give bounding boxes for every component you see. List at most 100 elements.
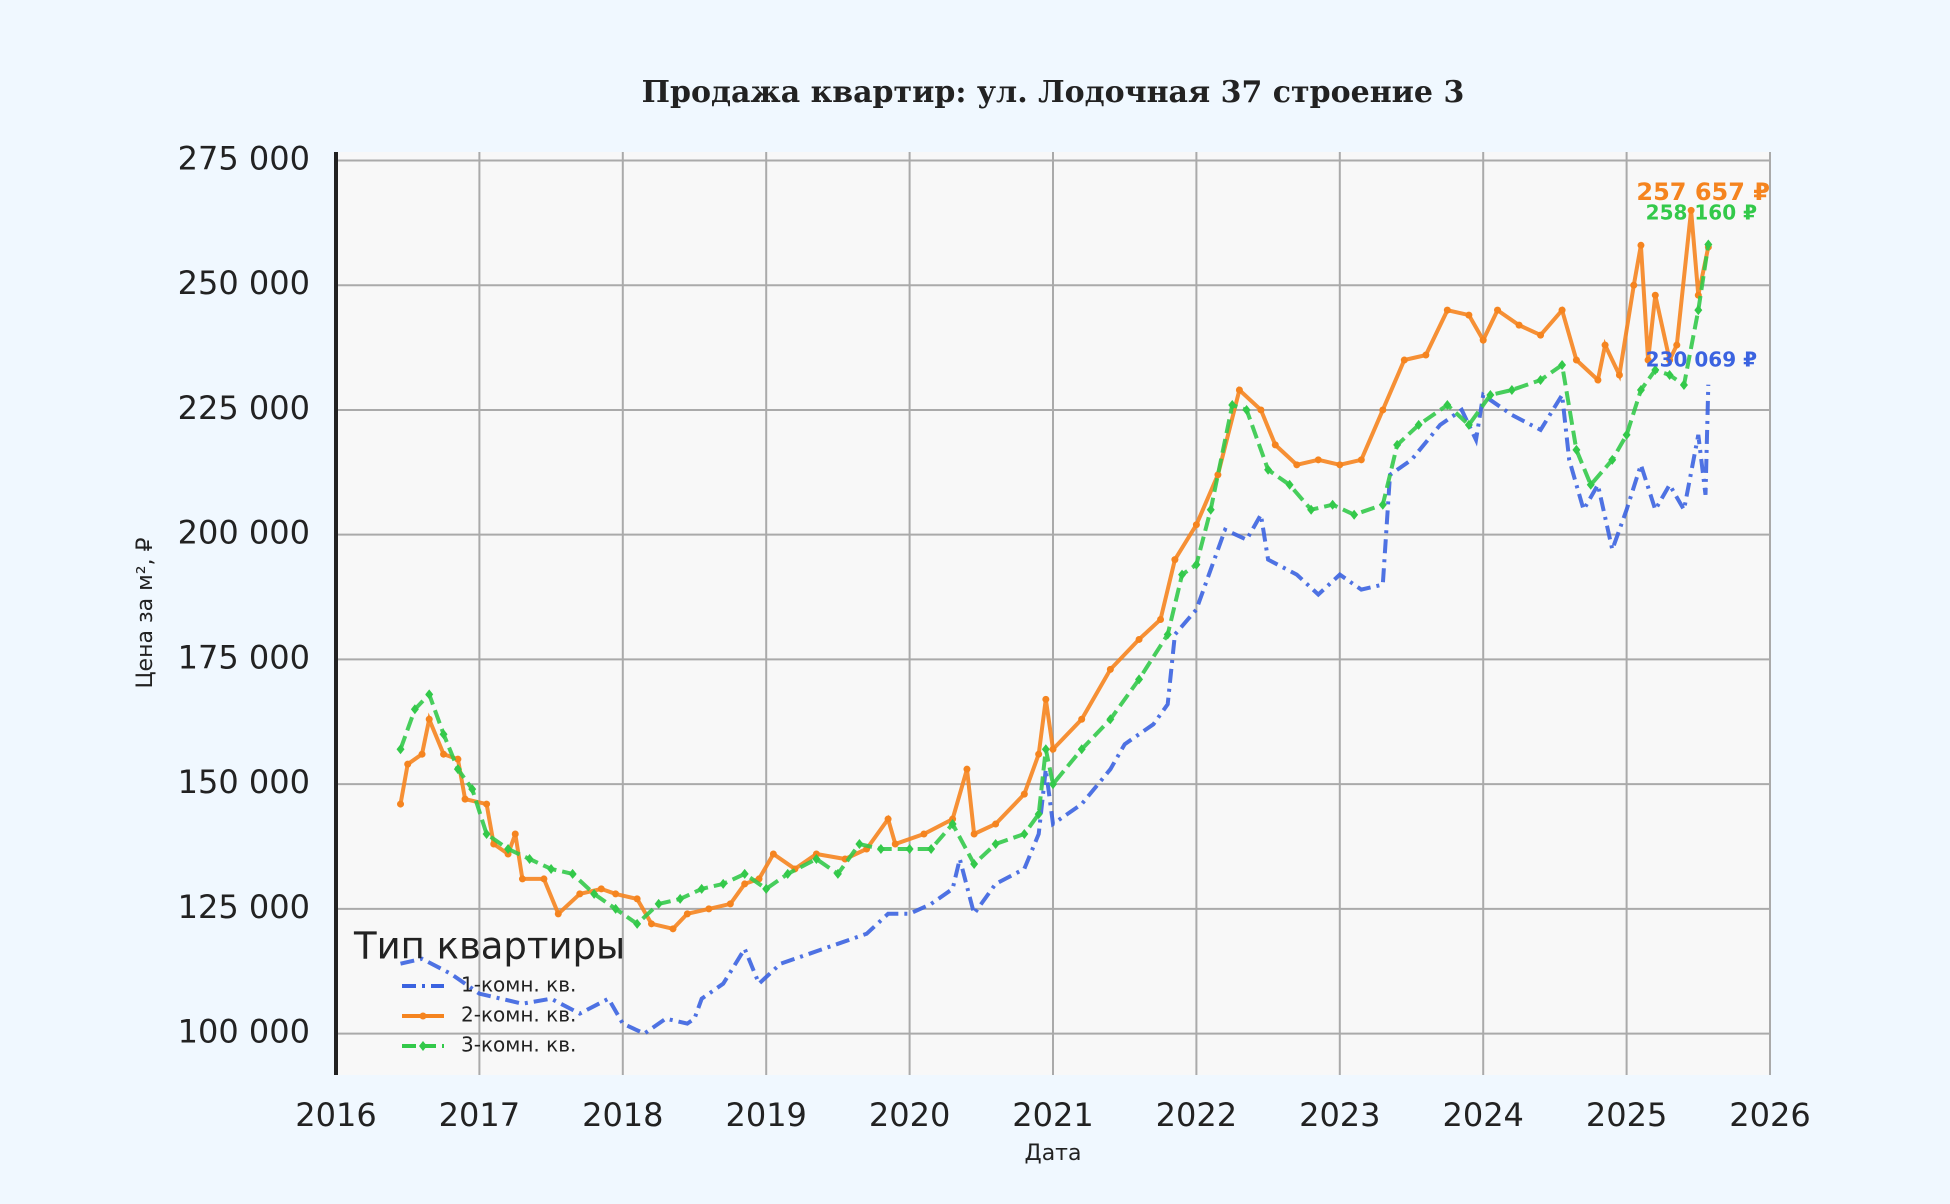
point bbox=[927, 843, 936, 854]
x-tick-label: 2025 bbox=[1586, 1096, 1667, 1134]
x-tick-label: 2020 bbox=[869, 1096, 950, 1134]
y-axis-label: Цена за м², ₽ bbox=[133, 537, 158, 688]
y-tick-label: 200 000 bbox=[178, 514, 310, 552]
point bbox=[568, 868, 577, 879]
point bbox=[1314, 456, 1322, 464]
point bbox=[425, 715, 433, 723]
point bbox=[1307, 504, 1316, 515]
point bbox=[1479, 336, 1487, 344]
legend-label: 3-комн. кв. bbox=[461, 1033, 576, 1057]
point bbox=[633, 918, 642, 929]
legend-title: Тип квартиры bbox=[353, 925, 625, 968]
x-tick-label: 2026 bbox=[1729, 1096, 1810, 1134]
point bbox=[1465, 311, 1473, 319]
point bbox=[1271, 441, 1279, 449]
point bbox=[525, 853, 534, 864]
point bbox=[1192, 559, 1201, 570]
point bbox=[948, 819, 957, 830]
point bbox=[1192, 521, 1200, 529]
point bbox=[611, 903, 620, 914]
point bbox=[1630, 281, 1638, 289]
point bbox=[483, 800, 491, 808]
point bbox=[504, 843, 513, 854]
point bbox=[1106, 714, 1115, 725]
point bbox=[397, 800, 405, 808]
x-axis-label: Дата bbox=[1025, 1141, 1082, 1166]
point bbox=[1379, 406, 1387, 414]
point bbox=[1494, 306, 1502, 314]
y-tick-label: 125 000 bbox=[178, 888, 310, 926]
legend-label: 2-комн. кв. bbox=[461, 1003, 576, 1027]
point bbox=[1537, 331, 1545, 339]
point bbox=[726, 900, 734, 908]
point bbox=[1357, 456, 1365, 464]
point bbox=[404, 760, 412, 768]
point bbox=[518, 875, 526, 883]
point bbox=[1106, 665, 1114, 673]
point bbox=[1228, 399, 1237, 410]
point bbox=[812, 853, 821, 864]
point bbox=[1515, 321, 1523, 329]
point bbox=[1400, 356, 1408, 364]
point bbox=[647, 920, 655, 928]
point bbox=[461, 795, 469, 803]
point bbox=[676, 893, 685, 904]
point bbox=[855, 839, 864, 850]
point bbox=[1464, 419, 1473, 430]
legend-marker bbox=[419, 1041, 427, 1051]
point bbox=[554, 910, 562, 918]
point bbox=[1679, 379, 1688, 390]
y-tick-label: 275 000 bbox=[178, 139, 310, 177]
point bbox=[1486, 389, 1495, 400]
point bbox=[963, 765, 971, 773]
point bbox=[876, 843, 885, 854]
point bbox=[970, 830, 978, 838]
point bbox=[1694, 305, 1703, 316]
point bbox=[454, 755, 462, 763]
point bbox=[1443, 306, 1451, 314]
point bbox=[970, 858, 979, 869]
point bbox=[992, 820, 1000, 828]
point bbox=[1665, 370, 1674, 381]
point bbox=[762, 883, 771, 894]
point bbox=[597, 885, 605, 893]
point bbox=[590, 888, 599, 899]
point bbox=[1666, 356, 1674, 364]
point bbox=[633, 895, 641, 903]
point bbox=[705, 905, 713, 913]
point bbox=[576, 890, 584, 898]
point bbox=[740, 868, 749, 879]
point bbox=[891, 840, 899, 848]
point bbox=[1157, 615, 1165, 623]
point bbox=[1572, 356, 1580, 364]
y-tick-label: 225 000 bbox=[178, 389, 310, 427]
point bbox=[1414, 419, 1423, 430]
point bbox=[439, 729, 448, 740]
point bbox=[1378, 499, 1387, 510]
point bbox=[1336, 461, 1344, 469]
point bbox=[540, 875, 548, 883]
point bbox=[1393, 439, 1402, 450]
point bbox=[1042, 695, 1050, 703]
point bbox=[1206, 504, 1215, 515]
point bbox=[1049, 779, 1057, 790]
point bbox=[1041, 744, 1050, 755]
x-tick-label: 2023 bbox=[1299, 1096, 1380, 1134]
point bbox=[468, 784, 477, 795]
point bbox=[1077, 744, 1086, 755]
point bbox=[1673, 341, 1681, 349]
point bbox=[991, 839, 1000, 850]
y-tick-label: 175 000 bbox=[178, 638, 310, 676]
point bbox=[1163, 629, 1172, 640]
point bbox=[1704, 239, 1713, 250]
legend: 1-комн. кв. 2-комн. кв. 3-комн. кв. bbox=[402, 973, 576, 1057]
point bbox=[1443, 399, 1452, 410]
series-line bbox=[398, 210, 1711, 932]
point bbox=[1257, 406, 1265, 414]
point bbox=[1637, 241, 1645, 249]
y-tick-label: 250 000 bbox=[178, 264, 310, 302]
end-label: 257 657 ₽ bbox=[1636, 178, 1770, 206]
point bbox=[1586, 479, 1595, 490]
lines bbox=[396, 206, 1713, 1036]
